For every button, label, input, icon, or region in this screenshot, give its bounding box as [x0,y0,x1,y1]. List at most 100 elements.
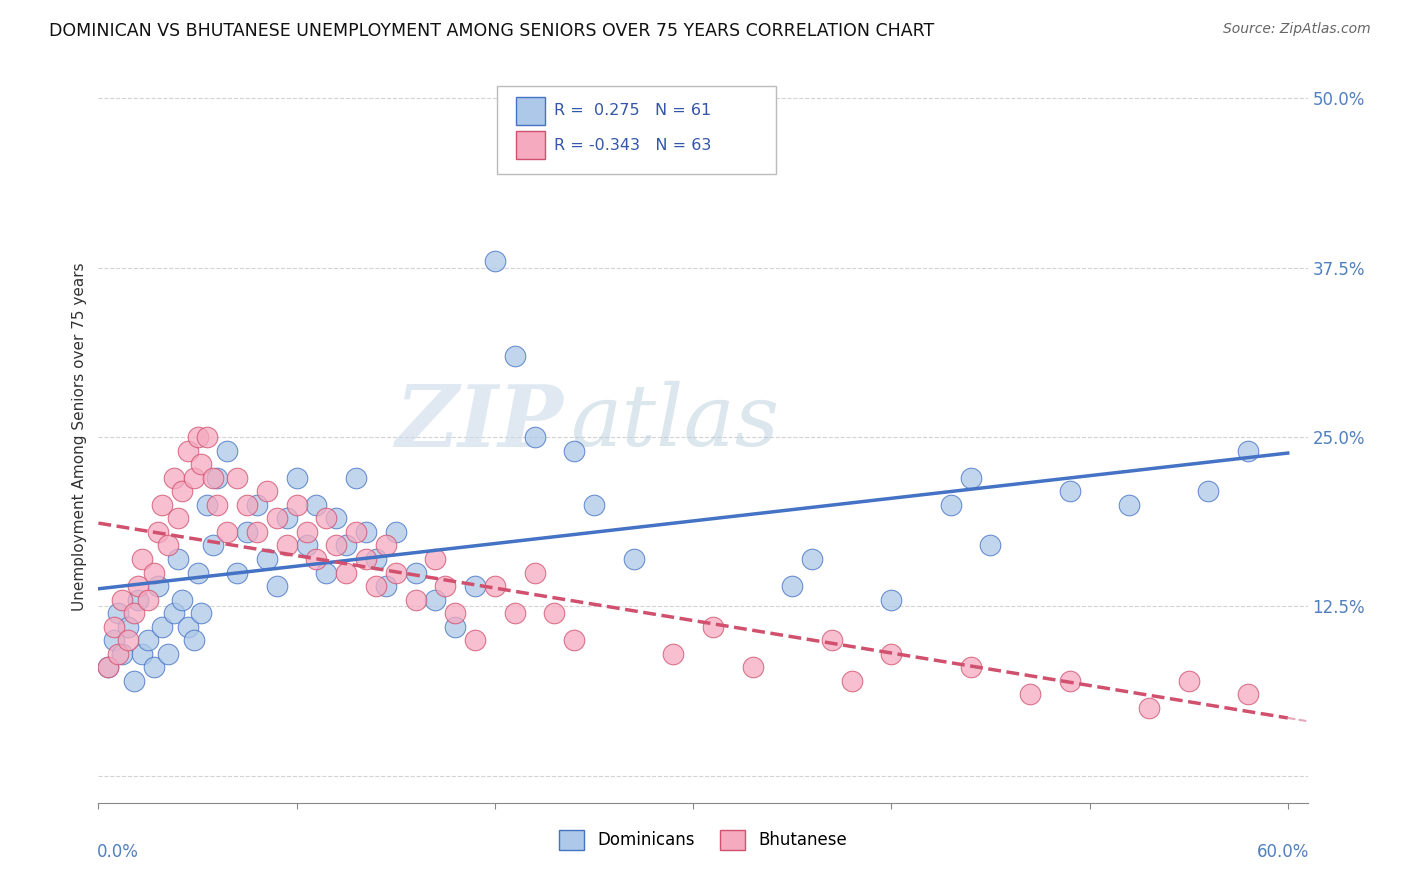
Point [484,579,506,593]
Point [841,673,863,688]
Text: R =  0.275   N = 61: R = 0.275 N = 61 [554,103,711,119]
Point [111,647,134,661]
Point [979,538,1001,552]
Text: Source: ZipAtlas.com: Source: ZipAtlas.com [1223,22,1371,37]
Point [1118,498,1140,512]
Point [256,484,278,499]
Point [156,538,179,552]
Point [246,498,269,512]
Point [295,524,318,539]
Point [623,552,645,566]
Point [256,552,278,566]
Point [190,606,212,620]
Point [562,443,585,458]
Point [315,511,337,525]
Point [131,647,153,661]
FancyBboxPatch shape [498,86,776,174]
Point [434,579,457,593]
Point [176,443,198,458]
Point [163,471,186,485]
Text: DOMINICAN VS BHUTANESE UNEMPLOYMENT AMONG SENIORS OVER 75 YEARS CORRELATION CHAR: DOMINICAN VS BHUTANESE UNEMPLOYMENT AMON… [49,22,935,40]
Point [523,566,546,580]
Point [117,620,139,634]
Point [117,633,139,648]
Point [276,538,298,552]
Point [484,254,506,268]
Point [217,524,239,539]
FancyBboxPatch shape [516,97,544,125]
Point [202,471,225,485]
Point [662,647,685,661]
Point [150,620,173,634]
Point [444,606,467,620]
Point [136,633,159,648]
Point [562,633,585,648]
Point [1137,701,1160,715]
Point [374,538,396,552]
Point [285,498,308,512]
Point [702,620,724,634]
Point [354,524,377,539]
Point [364,579,387,593]
Point [111,592,134,607]
Point [226,471,249,485]
Point [202,538,225,552]
Point [880,592,903,607]
Point [146,524,169,539]
Point [523,430,546,444]
Point [170,484,193,499]
Point [801,552,824,566]
Point [1059,673,1081,688]
Point [405,566,427,580]
Point [107,647,129,661]
Point [266,579,288,593]
Point [207,498,229,512]
Point [285,471,308,485]
Point [97,660,120,674]
FancyBboxPatch shape [516,131,544,159]
Point [1237,688,1260,702]
Point [190,457,212,471]
Point [315,566,337,580]
Point [305,498,328,512]
Point [163,606,186,620]
Point [344,471,367,485]
Text: 60.0%: 60.0% [1257,843,1309,861]
Point [186,566,208,580]
Point [183,633,205,648]
Point [136,592,159,607]
Point [444,620,467,634]
Point [503,349,526,363]
Text: R = -0.343   N = 63: R = -0.343 N = 63 [554,137,711,153]
Point [1198,484,1220,499]
Point [276,511,298,525]
Point [425,552,447,566]
Point [939,498,962,512]
Point [156,647,179,661]
Point [107,606,129,620]
Point [131,552,153,566]
Point [197,430,219,444]
Point [959,660,981,674]
Point [217,443,239,458]
Point [405,592,427,607]
Point [176,620,198,634]
Point [183,471,205,485]
Point [295,538,318,552]
Point [780,579,803,593]
Point [335,538,357,552]
Text: atlas: atlas [569,381,779,464]
Point [1059,484,1081,499]
Point [335,566,357,580]
Point [1237,443,1260,458]
Point [142,660,165,674]
Point [122,606,145,620]
Point [246,524,269,539]
Point [236,524,259,539]
Point [236,498,259,512]
Point [103,620,125,634]
Point [1177,673,1199,688]
Legend: Dominicans, Bhutanese: Dominicans, Bhutanese [553,823,853,856]
Point [503,606,526,620]
Point [384,524,406,539]
